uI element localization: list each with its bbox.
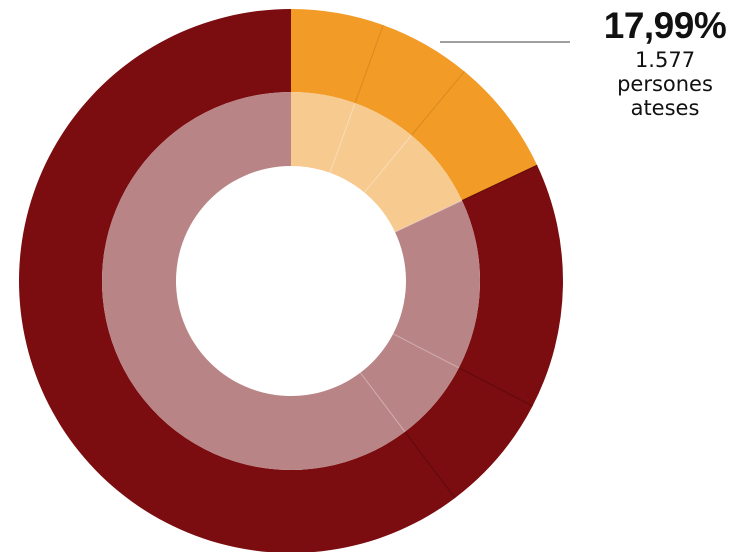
outer-segment-separator xyxy=(354,24,384,104)
outer-ring xyxy=(19,9,563,552)
callout-count: 1.577 xyxy=(634,48,696,72)
outer-segment-rest-6 xyxy=(19,9,455,552)
outer-segment-separator xyxy=(404,431,456,499)
callout-label-line-2: ateses xyxy=(630,96,700,120)
outer-segment-separator xyxy=(458,367,533,407)
inner-segment-separator xyxy=(363,135,412,193)
inner-segment-separator xyxy=(359,372,406,433)
outer-segment-highlight-3 xyxy=(411,71,538,201)
callout-percentage: 17,99% xyxy=(603,5,727,46)
outer-segment-separator xyxy=(461,164,538,201)
callout: 17,99% 1.577 persones ateses xyxy=(580,4,750,120)
callout-label-line-1: persones xyxy=(617,72,713,96)
inner-segment-separator xyxy=(329,103,356,173)
outer-segment-separator xyxy=(411,71,465,136)
inner-segment-separator xyxy=(394,200,463,233)
inner-segment-highlight-1 xyxy=(291,92,462,232)
outer-segment-rest-4 xyxy=(458,165,563,407)
inner-segment-separator xyxy=(392,333,460,369)
outer-segment-rest-5 xyxy=(404,367,533,498)
inner-ring xyxy=(101,92,480,470)
outer-segment-highlight-1 xyxy=(291,9,384,104)
outer-segment-highlight-2 xyxy=(355,25,465,136)
inner-segment-rest-2 xyxy=(101,92,480,470)
